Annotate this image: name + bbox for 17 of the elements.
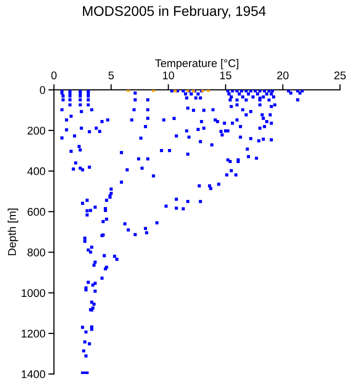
y-tick-label: 800 xyxy=(28,248,46,256)
x-tick-label: 5 xyxy=(108,72,114,80)
y-tick-label: 1400 xyxy=(22,370,46,378)
x-tick-label: 20 xyxy=(277,71,289,80)
x-tick-label: 15 xyxy=(220,72,232,80)
y-tick-label: 200 xyxy=(28,126,46,135)
y-axis-title: Depth [m] xyxy=(8,208,18,256)
x-axis-title: Temperature [°C] xyxy=(155,58,238,70)
y-tick-label: 600 xyxy=(28,208,46,216)
y-tick-label: 1000 xyxy=(22,289,46,297)
chart-title: MODS2005 in February, 1954 xyxy=(83,6,266,19)
x-tick-label: 10 xyxy=(163,71,174,80)
x-tick-label: 25 xyxy=(334,71,346,80)
y-tick-label: 400 xyxy=(27,167,46,176)
y-tick-label: 0 xyxy=(40,86,46,94)
y-tick-label: 1200 xyxy=(22,330,46,338)
x-tick-label: 0 xyxy=(51,71,57,80)
